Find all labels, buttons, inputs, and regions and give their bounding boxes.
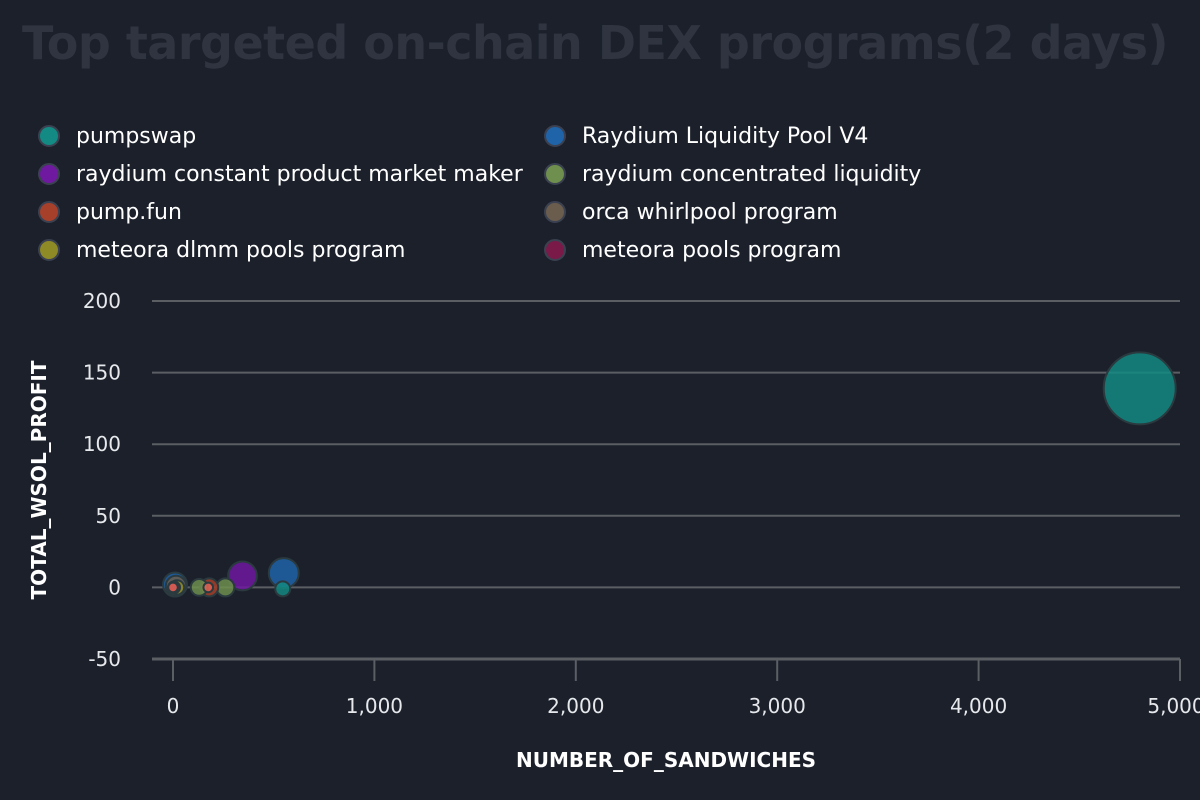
legend-label: Raydium Liquidity Pool V4 xyxy=(582,123,869,149)
legend-label: raydium concentrated liquidity xyxy=(582,161,922,187)
legend-item-meteora-dlmm[interactable]: meteora dlmm pools program xyxy=(38,231,405,269)
legend-item-raydium-clmm[interactable]: raydium concentrated liquidity xyxy=(544,155,921,193)
y-tick-label: 150 xyxy=(83,361,121,385)
legend-swatch xyxy=(38,163,60,185)
data-point[interactable] xyxy=(202,581,215,594)
chart-title: Top targeted on-chain DEX programs(2 day… xyxy=(22,16,1169,70)
y-tick-label: 50 xyxy=(96,504,121,528)
legend-label: orca whirlpool program xyxy=(582,199,838,225)
legend-item-pumpswap[interactable]: pumpswap xyxy=(38,117,196,155)
grid-lines xyxy=(152,300,1181,681)
data-points xyxy=(162,351,1177,598)
x-tick-label: 2,000 xyxy=(547,694,604,718)
legend-swatch xyxy=(544,125,566,147)
x-tick-label: 5,000 xyxy=(1147,694,1200,718)
legend-swatch xyxy=(544,239,566,261)
y-tick-label: 0 xyxy=(108,575,121,599)
legend-swatch xyxy=(38,125,60,147)
legend-swatch xyxy=(544,201,566,223)
legend-label: meteora dlmm pools program xyxy=(76,237,406,263)
y-axis-title: TOTAL_WSOL_PROFIT xyxy=(27,360,51,599)
data-point[interactable] xyxy=(274,580,292,598)
x-tick-label: 3,000 xyxy=(749,694,806,718)
y-tick-label: 100 xyxy=(83,432,121,456)
legend-item-meteora-pools[interactable]: meteora pools program xyxy=(544,231,841,269)
x-tick-label: 4,000 xyxy=(950,694,1007,718)
x-tick-label: 1,000 xyxy=(346,694,403,718)
legend-swatch xyxy=(38,239,60,261)
legend-item-orca-whirlpool[interactable]: orca whirlpool program xyxy=(544,193,838,231)
legend-swatch xyxy=(38,201,60,223)
x-tick-label: 0 xyxy=(167,694,180,718)
legend-label: raydium constant product market maker xyxy=(76,161,523,187)
data-point[interactable] xyxy=(1102,351,1177,426)
tick-labels: 200 150 100 50 0 -50 0 1,000 2,000 3,000 4,000 5,00… xyxy=(83,289,1200,718)
chart-legend: pumpswap Raydium Liquidity Pool V4 raydi… xyxy=(38,117,1038,277)
legend-label: pumpswap xyxy=(76,123,197,149)
legend-label: meteora pools program xyxy=(582,237,842,263)
data-point[interactable] xyxy=(227,560,258,592)
x-axis-title: NUMBER_OF_SANDWICHES xyxy=(516,748,816,772)
legend-item-raydium-liquidity-pool-v4[interactable]: Raydium Liquidity Pool V4 xyxy=(544,117,868,155)
y-tick-label: -50 xyxy=(88,647,121,671)
legend-label: pump.fun xyxy=(76,199,182,225)
legend-item-raydium-cpmm[interactable]: raydium constant product market maker xyxy=(38,155,523,193)
legend-item-pump-fun[interactable]: pump.fun xyxy=(38,193,182,231)
legend-swatch xyxy=(544,163,566,185)
data-point[interactable] xyxy=(167,581,179,594)
y-tick-label: 200 xyxy=(83,289,121,313)
